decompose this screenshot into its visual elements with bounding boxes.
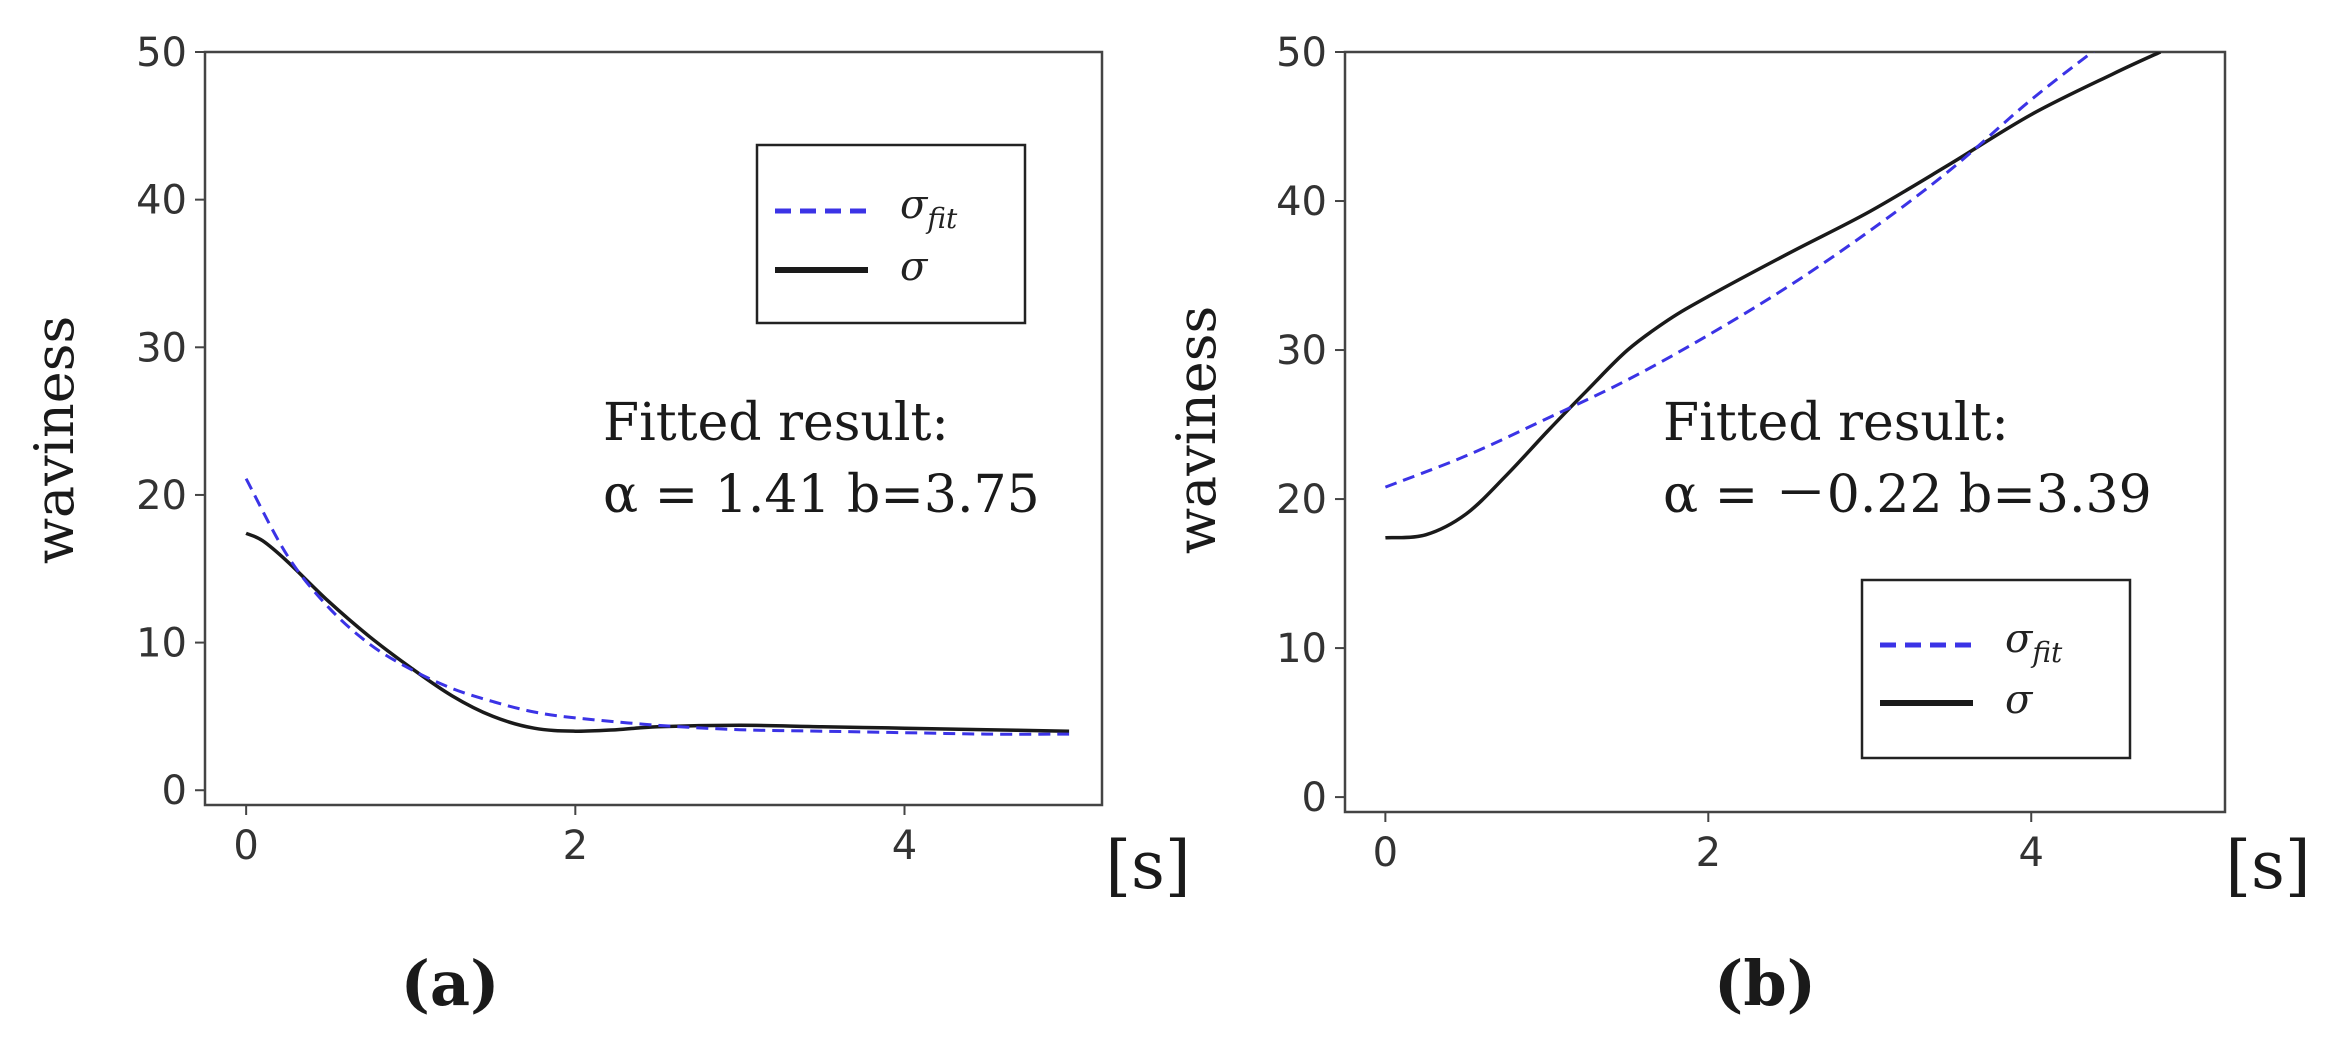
plot-frame-a: [203, 50, 1104, 807]
sigma-fit-line-b: [1384, 52, 2095, 489]
legend-sub-fit-b: fit: [2030, 636, 2063, 669]
y-ticks-a: 0 10 20 30 40 50: [136, 30, 205, 814]
legend-sigma-fit-b: σ: [2005, 616, 2034, 662]
x-unit-label-b: [s]: [2225, 827, 2310, 904]
x-ticks-b: 0 2 4: [1373, 812, 2044, 876]
x-tick-label-a: 2: [563, 823, 588, 869]
legend-entry-sigma-a: σ: [900, 244, 929, 290]
y-tick-label-a: 50: [136, 30, 187, 76]
x-tick-label-a: 4: [892, 823, 917, 869]
y-tick-label-b: 0: [1302, 775, 1327, 821]
x-tick-label-b: 0: [1373, 830, 1398, 876]
sigma-fit-line-a: [244, 477, 1070, 736]
panel-letter-b: b: [1743, 947, 1786, 1020]
legend-sub-fit-a: fit: [925, 202, 958, 235]
y-tick-label-a: 10: [136, 621, 187, 667]
y-tick-label-a: 30: [136, 325, 187, 371]
x-tick-label-b: 4: [2019, 830, 2044, 876]
x-ticks-a: 0 2 4: [233, 805, 917, 869]
panel-letter-a: a: [430, 947, 470, 1020]
legend-b: σfit σ: [1860, 578, 2132, 760]
y-tick-label-b: 40: [1276, 179, 1327, 225]
y-tick-label-a: 0: [162, 768, 187, 814]
y-tick-label-b: 50: [1276, 30, 1327, 76]
legend-sigma-fit-a: σ: [900, 182, 929, 228]
y-ticks-b: 0 10 20 30 40 50: [1276, 30, 1345, 821]
plot-frame-b: [1343, 50, 2227, 814]
y-tick-label-a: 20: [136, 473, 187, 519]
x-tick-label-b: 2: [1696, 830, 1721, 876]
x-tick-label-a: 0: [233, 823, 258, 869]
y-tick-label-b: 10: [1276, 626, 1327, 672]
x-unit-label-a: [s]: [1105, 827, 1190, 904]
series-lines-a: [244, 477, 1070, 736]
y-axis-label-b: waviness: [1165, 306, 1228, 554]
panel-b: 0 10 20 30 40 50 0 2 4 waviness [s] Fitted resu…: [1165, 30, 2311, 1020]
y-tick-label-a: 40: [136, 178, 187, 224]
series-lines-b: [1384, 52, 2162, 540]
panel-label-b: (b): [1714, 947, 1816, 1020]
annotation-params-b: α = －0.22 b=3.39: [1663, 465, 2152, 525]
annotation-params-a: α = 1.41 b=3.75: [603, 465, 1040, 525]
annotation-title-a: Fitted result:: [603, 393, 949, 453]
legend-box-b: [1860, 578, 2132, 760]
panel-a: 0 10 20 30 40 50 0 2 4 waviness [s] Fitted resu…: [23, 30, 1191, 1020]
y-axis-label-a: waviness: [23, 316, 86, 564]
legend-box-a: [755, 143, 1027, 325]
sigma-line-a: [245, 531, 1070, 733]
legend-a: σfit σ: [755, 143, 1027, 325]
legend-entry-fit-b: σfit: [2005, 616, 2063, 669]
y-tick-label-b: 30: [1276, 328, 1327, 374]
legend-entry-sigma-b: σ: [2005, 677, 2034, 723]
legend-entry-fit-a: σfit: [900, 182, 958, 235]
y-tick-label-b: 20: [1276, 477, 1327, 523]
panel-label-a: (a): [401, 947, 500, 1020]
annotation-title-b: Fitted result:: [1663, 393, 2009, 453]
sigma-line-b: [1385, 52, 2162, 540]
